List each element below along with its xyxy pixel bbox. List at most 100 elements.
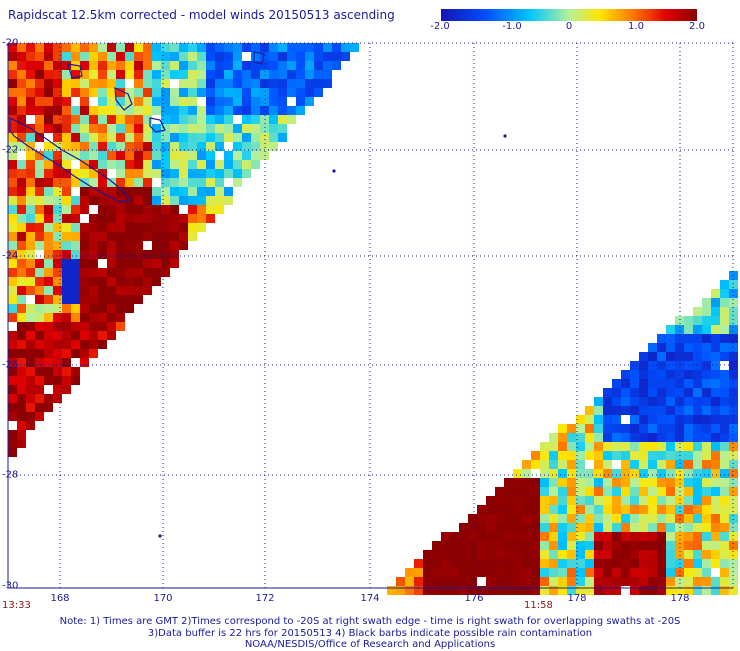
swath-cell <box>98 304 107 313</box>
swath-cell <box>107 268 116 277</box>
swath-cell <box>693 325 702 334</box>
swath-cell <box>269 70 278 79</box>
swath-cell <box>89 169 98 178</box>
swath-cell <box>711 334 720 343</box>
swath-cell <box>269 52 278 61</box>
swath-cell <box>720 343 729 352</box>
swath-cell <box>89 106 98 115</box>
swath-cell <box>495 496 504 505</box>
swath-cell <box>278 106 287 115</box>
swath-cell <box>684 397 693 406</box>
swath-cell <box>125 295 134 304</box>
swath-cell <box>711 388 720 397</box>
swath-cell <box>549 496 558 505</box>
swath-cell <box>666 577 675 586</box>
swath-cell <box>44 322 53 331</box>
swath-cell <box>53 79 62 88</box>
swath-cell <box>215 52 224 61</box>
swath-cell <box>206 205 215 214</box>
swath-cell <box>44 124 53 133</box>
swath-cell <box>17 340 26 349</box>
swath-cell <box>89 331 98 340</box>
swath-cell <box>170 88 179 97</box>
swath-cell <box>269 124 278 133</box>
swath-cell <box>80 259 89 268</box>
swath-cell <box>531 496 540 505</box>
swath-cell <box>98 322 107 331</box>
swath-cell <box>197 214 206 223</box>
swath-cell <box>540 505 549 514</box>
swath-cell <box>540 559 549 568</box>
swath-cell <box>513 505 522 514</box>
swath-cell <box>630 424 639 433</box>
swath-cell <box>287 52 296 61</box>
swath-cell <box>621 478 630 487</box>
swath-cell <box>107 115 116 124</box>
swath-cell <box>720 316 729 325</box>
swath-cell <box>89 124 98 133</box>
swath-cell <box>612 496 621 505</box>
swath-cell <box>657 388 666 397</box>
swath-cell <box>188 232 197 241</box>
swath-cell <box>35 259 44 268</box>
swath-cell <box>666 487 675 496</box>
swath-cell <box>242 142 251 151</box>
swath-cell <box>666 469 675 478</box>
swath-cell <box>197 61 206 70</box>
swath-cell <box>206 97 215 106</box>
swath-cell <box>197 178 206 187</box>
swath-cell <box>684 577 693 586</box>
swath-cell <box>62 340 71 349</box>
swath-cell <box>161 178 170 187</box>
swath-cell <box>62 385 71 394</box>
swath-cell <box>495 505 504 514</box>
swath-cell <box>35 385 44 394</box>
swath-cell <box>486 514 495 523</box>
swath-cell <box>44 313 53 322</box>
swath-cell <box>161 142 170 151</box>
swath-cell <box>80 349 89 358</box>
swath-cell <box>513 568 522 577</box>
swath-cell <box>639 406 648 415</box>
swath-cell <box>17 196 26 205</box>
swath-cell <box>513 532 522 541</box>
swath-cell <box>657 343 666 352</box>
swath-cell <box>125 106 134 115</box>
swath-cell <box>693 532 702 541</box>
swath-cell <box>89 43 98 52</box>
swath-cell <box>233 61 242 70</box>
swath-cell <box>567 424 576 433</box>
swath-cell <box>62 358 71 367</box>
swath-cell <box>17 97 26 106</box>
swath-cell <box>107 286 116 295</box>
swath-cell <box>495 559 504 568</box>
swath-cell <box>71 376 80 385</box>
swath-cell <box>549 586 558 595</box>
swath-cell <box>513 487 522 496</box>
swath-cell <box>44 331 53 340</box>
swath-cell <box>188 196 197 205</box>
swath-cell <box>729 532 738 541</box>
swath-cell <box>729 496 738 505</box>
swath-cell <box>179 196 188 205</box>
lon-label: 168 <box>50 593 70 604</box>
swath-cell <box>242 97 251 106</box>
swath-cell <box>233 79 242 88</box>
swath-cell <box>26 214 35 223</box>
swath-cell <box>666 532 675 541</box>
swath-cell <box>134 286 143 295</box>
swath-cell <box>125 214 134 223</box>
swath-cell <box>107 124 116 133</box>
swath-cell <box>98 286 107 295</box>
swath-cell <box>35 403 44 412</box>
swath-cell <box>206 70 215 79</box>
swath-cell <box>729 388 738 397</box>
swath-cell <box>711 343 720 352</box>
swath-cell <box>251 142 260 151</box>
swath-cell <box>693 352 702 361</box>
swath-cell <box>720 334 729 343</box>
swath-cell <box>8 232 17 241</box>
swath-cell <box>711 586 720 595</box>
swath-cell <box>17 142 26 151</box>
swath-cell <box>648 460 657 469</box>
